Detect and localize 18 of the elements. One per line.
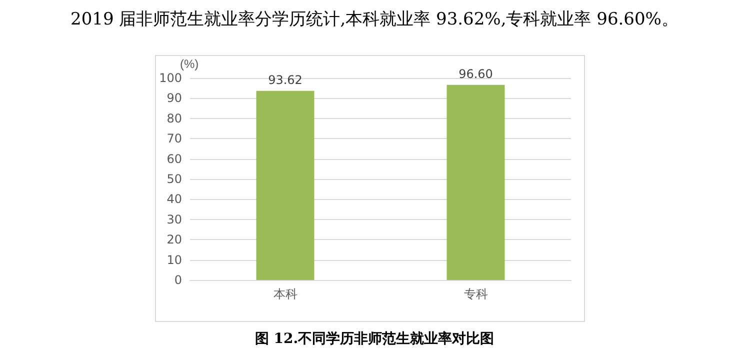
chart-title: 2019 届非师范生就业率分学历统计,本科就业率 93.62%,专科就业率 96.60%。 bbox=[70, 10, 678, 30]
x-tick-label: 本科 bbox=[273, 287, 298, 301]
y-tick-label: 10 bbox=[166, 252, 182, 267]
data-label: 96.60 bbox=[458, 66, 493, 81]
y-tick-label: 0 bbox=[174, 273, 182, 287]
x-tick-label: 专科 bbox=[464, 287, 488, 301]
y-tick-label: 30 bbox=[166, 212, 182, 226]
y-tick-label: 80 bbox=[166, 111, 182, 126]
y-tick-label: 20 bbox=[166, 232, 182, 247]
y-tick-label: 100 bbox=[159, 71, 182, 85]
data-label: 93.62 bbox=[268, 72, 302, 87]
caption: 图 12.不同学历非师范生就业率对比图 bbox=[254, 330, 494, 347]
y-tick-label: 40 bbox=[166, 192, 182, 206]
y-tick-label: 70 bbox=[166, 132, 182, 146]
y-axis-title: (%) bbox=[180, 57, 199, 71]
y-tick-label: 90 bbox=[166, 91, 182, 106]
y-tick-label: 50 bbox=[166, 172, 182, 186]
y-tick-label: 60 bbox=[166, 152, 182, 166]
